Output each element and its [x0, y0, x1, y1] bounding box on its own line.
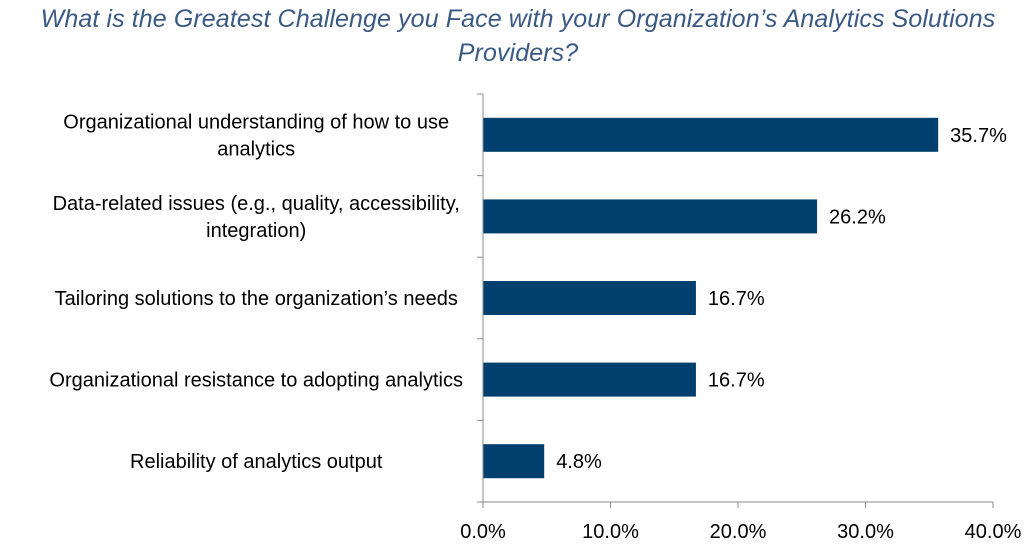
x-tick-label: 0.0% — [460, 521, 506, 543]
x-tick-label: 40.0% — [965, 521, 1022, 543]
bar — [483, 117, 939, 152]
category-label: Reliability of analytics output — [130, 451, 383, 473]
data-label: 35.7% — [950, 125, 1007, 147]
bar — [483, 281, 696, 315]
data-label: 26.2% — [829, 206, 886, 228]
category-label: integration) — [206, 220, 306, 242]
data-label: 16.7% — [708, 370, 765, 392]
category-label: Data-related issues (e.g., quality, acce… — [53, 193, 460, 215]
category-label: analytics — [217, 138, 295, 160]
bar — [483, 199, 818, 234]
x-tick-label: 10.0% — [582, 521, 639, 543]
x-tick-label: 20.0% — [710, 521, 767, 543]
category-label: Organizational understanding of how to u… — [63, 111, 449, 133]
data-label: 16.7% — [708, 288, 765, 310]
x-tick-label: 30.0% — [837, 521, 894, 543]
category-label: Organizational resistance to adopting an… — [49, 370, 463, 392]
bar — [483, 362, 696, 397]
data-label: 4.8% — [556, 451, 602, 473]
category-label: Tailoring solutions to the organization’… — [55, 288, 458, 310]
bar — [483, 444, 545, 479]
chart-title: What is the Greatest Challenge you Face … — [40, 5, 996, 67]
